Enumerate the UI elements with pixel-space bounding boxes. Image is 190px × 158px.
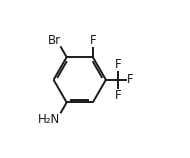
Text: F: F [127,73,134,86]
Text: F: F [115,58,121,71]
Text: Br: Br [47,33,60,46]
Text: H₂N: H₂N [38,113,60,126]
Text: F: F [115,89,121,102]
Text: F: F [89,34,96,47]
